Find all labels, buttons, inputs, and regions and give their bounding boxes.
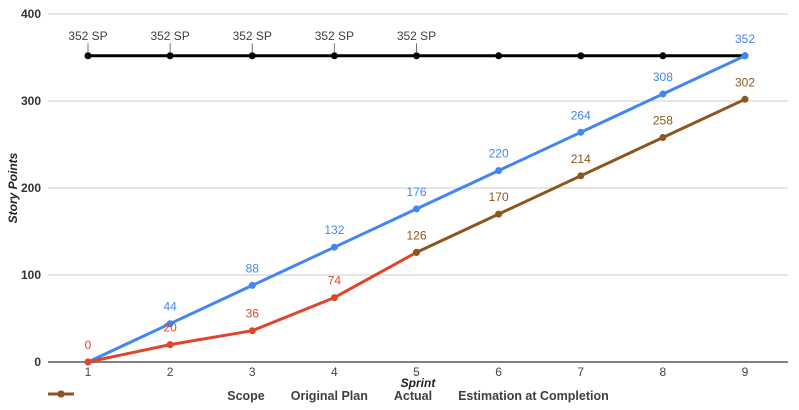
data-label-actual: 0 — [85, 338, 92, 352]
data-point — [330, 52, 338, 60]
labels-scope: 352 SP 352 SP 352 SP 352 SP 352 SP — [68, 29, 436, 53]
legend-label: Original Plan — [290, 389, 368, 403]
data-label-scope: 352 SP — [315, 29, 354, 43]
data-label-scope: 352 SP — [150, 29, 189, 43]
legend-label: Actual — [393, 389, 433, 403]
data-label-original-plan: 44 — [163, 300, 177, 314]
data-point — [577, 52, 585, 60]
data-label-original-plan: 220 — [489, 147, 509, 161]
y-tick-300: 300 — [21, 94, 41, 108]
legend-item-estimation-at-completion: Estimation at Completion — [48, 389, 609, 403]
data-point — [741, 95, 749, 103]
legend: Scope Original Plan Actual Estimation at Co… — [48, 389, 788, 403]
data-label-actual: 36 — [246, 307, 260, 321]
data-point — [413, 205, 420, 213]
data-point — [577, 128, 585, 136]
data-label-original-plan: 176 — [406, 185, 426, 199]
x-axis-title: Sprint — [400, 376, 436, 390]
y-tick-400: 400 — [21, 7, 41, 21]
x-tick-4: 4 — [331, 365, 338, 379]
data-label-estimation-at-completion: 302 — [735, 75, 755, 89]
x-tick-9: 9 — [742, 365, 749, 379]
data-point — [248, 52, 256, 60]
data-label-estimation-at-completion: 170 — [489, 190, 509, 204]
data-point — [248, 281, 256, 289]
data-point — [659, 52, 667, 60]
data-point — [166, 341, 174, 349]
y-tick-200: 200 — [21, 181, 41, 195]
data-point — [495, 210, 503, 218]
data-label-original-plan: 88 — [246, 261, 260, 275]
legend-item-scope: Scope — [48, 389, 265, 403]
legend-label: Scope — [227, 389, 265, 403]
data-label-estimation-at-completion: 126 — [406, 228, 426, 242]
data-point — [166, 52, 174, 60]
data-label-actual: 74 — [328, 274, 342, 288]
data-point — [248, 327, 256, 335]
legend-item-actual: Actual — [48, 389, 433, 403]
series-original-plan — [84, 52, 749, 366]
data-label-original-plan: 308 — [653, 70, 673, 84]
data-label-scope: 352 SP — [233, 29, 272, 43]
data-point — [577, 172, 585, 180]
data-point — [741, 52, 749, 60]
data-label-estimation-at-completion: 214 — [571, 152, 591, 166]
data-label-scope: 352 SP — [68, 29, 107, 43]
labels-estimation-at-completion: 126 170 214 258 302 — [406, 75, 755, 242]
x-tick-7: 7 — [577, 365, 584, 379]
series-scope — [84, 52, 749, 60]
data-point — [84, 52, 92, 60]
data-point — [413, 52, 420, 60]
data-point — [659, 90, 667, 98]
labels-original-plan: 44 88 132 176 220 264 308 352 — [163, 32, 755, 314]
data-point — [659, 134, 667, 141]
data-label-original-plan: 352 — [735, 32, 755, 46]
x-tick-8: 8 — [660, 365, 667, 379]
data-label-scope: 352 SP — [397, 29, 436, 43]
series-estimation-at-completion — [413, 95, 749, 256]
data-point — [413, 248, 420, 256]
x-tick-1: 1 — [85, 365, 92, 379]
x-tick-6: 6 — [495, 365, 502, 379]
legend-item-original-plan: Original Plan — [48, 389, 368, 403]
data-label-original-plan: 132 — [324, 223, 344, 237]
data-point — [330, 243, 338, 251]
x-tick-5: 5 — [413, 365, 420, 379]
data-point — [495, 167, 503, 175]
legend-marker-icon — [48, 390, 74, 398]
data-label-original-plan: 264 — [571, 108, 591, 122]
labels-actual: 0 20 36 74 — [85, 274, 342, 352]
y-axis-title: Story Points — [6, 152, 20, 224]
y-tick-100: 100 — [21, 268, 41, 282]
data-point — [166, 320, 174, 328]
x-tick-2: 2 — [167, 365, 174, 379]
y-tick-0: 0 — [34, 355, 41, 369]
data-point — [84, 358, 92, 366]
legend-label: Estimation at Completion — [458, 389, 609, 403]
x-tick-3: 3 — [249, 365, 256, 379]
data-label-actual: 20 — [163, 321, 177, 335]
data-point — [330, 294, 338, 302]
data-label-estimation-at-completion: 258 — [653, 114, 673, 128]
data-point — [495, 52, 503, 60]
